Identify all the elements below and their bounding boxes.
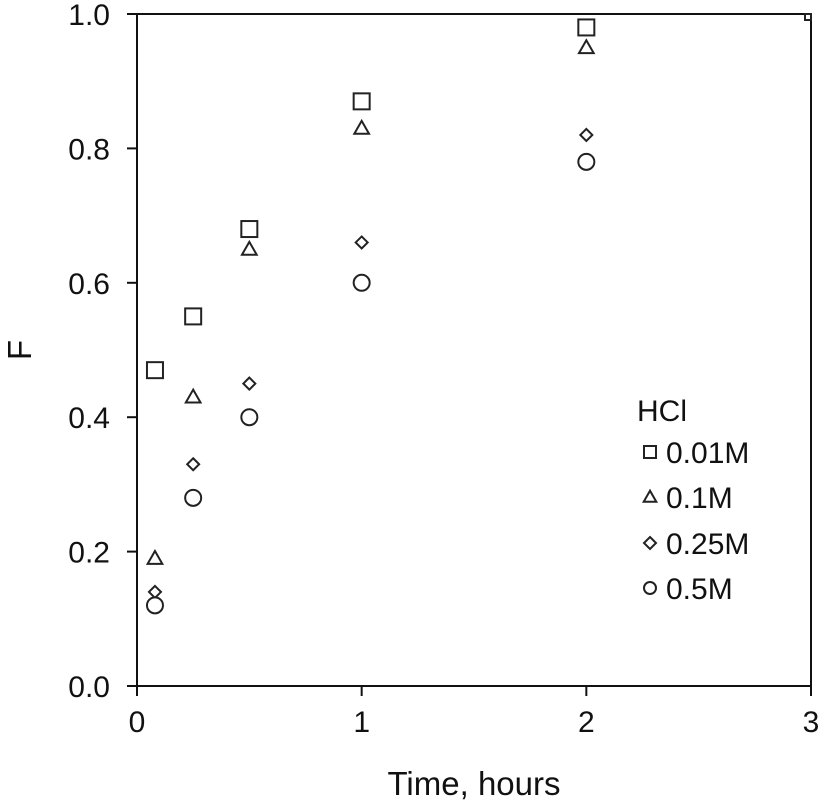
- y-tick-label: 0.2: [68, 537, 110, 570]
- legend-label: 0.25M: [666, 528, 749, 561]
- legend-entries: 0.01M 0.1M 0.25M 0.5M: [641, 437, 749, 606]
- data-point-triangle: [145, 548, 165, 565]
- data-point-square: [184, 307, 203, 326]
- data-point-triangle: [184, 387, 203, 404]
- data-point-circle: [145, 596, 164, 615]
- data-point-diamond: [578, 127, 594, 143]
- data-point-diamond: [354, 235, 370, 250]
- y-tick-label: 0.8: [68, 133, 110, 166]
- legend-marker-square: [643, 445, 657, 459]
- data-point-triangle: [352, 118, 371, 135]
- legend: HCl 0.01M 0.1M 0.25M 0.5M: [637, 395, 749, 606]
- y-tick-label: 0.6: [68, 268, 110, 301]
- legend-label: 0.1M: [666, 482, 733, 515]
- data-point-circle: [577, 152, 596, 171]
- y-ticks: 0.0 0.2 0.4 0.6 0.8 1.0: [68, 0, 137, 704]
- data-markers: [145, 13, 812, 615]
- data-point-circle: [240, 408, 259, 427]
- data-point-diamond: [185, 456, 201, 472]
- data-point-square: [804, 13, 812, 21]
- y-tick-label: 0.0: [68, 671, 110, 704]
- data-point-square: [577, 18, 596, 37]
- legend-title: HCl: [637, 395, 687, 428]
- data-point-square: [145, 361, 164, 380]
- data-point-triangle: [577, 38, 596, 55]
- data-point-square: [240, 220, 259, 239]
- plot-frame: [136, 13, 812, 687]
- data-point-diamond: [147, 584, 163, 600]
- data-point-circle: [184, 488, 203, 507]
- data-point-square: [352, 92, 371, 111]
- x-tick-label: 0: [129, 706, 146, 739]
- legend-marker-triangle: [641, 488, 659, 503]
- x-tick-label: 2: [578, 706, 595, 739]
- x-axis-title: Time, hours: [388, 765, 561, 802]
- y-axis-title: F: [1, 340, 38, 360]
- legend-marker-circle: [643, 581, 657, 595]
- data-point-circle: [352, 273, 371, 292]
- x-ticks: 0 1 2 3: [129, 686, 820, 739]
- y-tick-label: 0.4: [68, 402, 110, 435]
- data-point-triangle: [240, 239, 259, 256]
- y-tick-label: 1.0: [68, 0, 110, 32]
- legend-label: 0.01M: [666, 437, 749, 470]
- x-tick-label: 3: [803, 706, 820, 739]
- data-point-diamond: [241, 376, 257, 392]
- x-tick-label: 1: [353, 706, 370, 739]
- legend-marker-diamond: [642, 535, 658, 551]
- legend-label: 0.5M: [666, 573, 733, 606]
